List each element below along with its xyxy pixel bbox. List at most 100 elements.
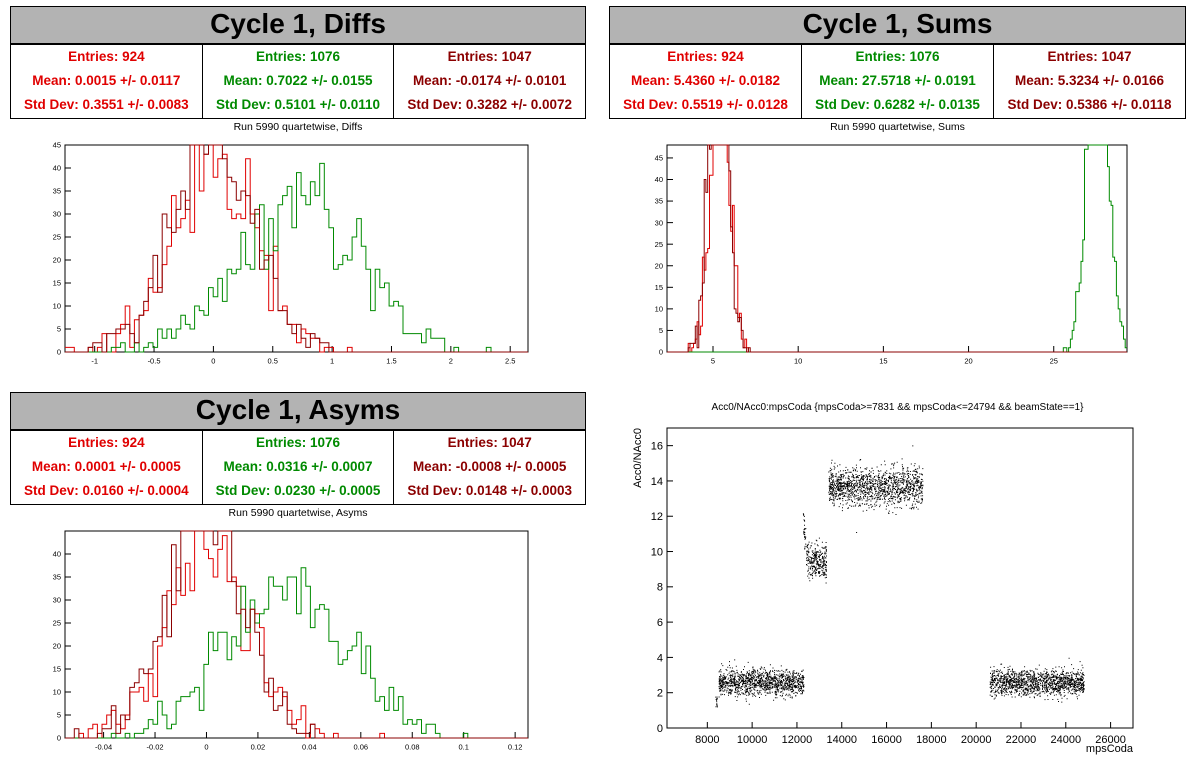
diffs-title: Cycle 1, Diffs bbox=[10, 6, 586, 44]
stat-mean: Mean: -0.0174 +/- 0.0101 bbox=[412, 73, 567, 88]
x-tick-label: 5 bbox=[711, 357, 715, 366]
stat-mean: Mean: 0.0015 +/- 0.0117 bbox=[32, 73, 181, 88]
y-tick-label: 40 bbox=[655, 175, 663, 184]
stat-entries: Entries: 924 bbox=[667, 49, 744, 64]
x-tick-label: -0.5 bbox=[148, 357, 161, 366]
stat-std: Std Dev: 0.5101 +/- 0.0110 bbox=[216, 97, 380, 112]
y-tick-label: 30 bbox=[655, 218, 663, 227]
histogram-series bbox=[667, 144, 1127, 353]
x-tick-label: 24000 bbox=[1050, 734, 1081, 746]
stat-std: Std Dev: 0.3551 +/- 0.0083 bbox=[23, 97, 189, 112]
x-tick-label: 0.04 bbox=[302, 743, 317, 752]
y-tick-label: 5 bbox=[659, 326, 663, 335]
y-tick-label: 10 bbox=[53, 302, 61, 311]
x-tick-label: 1.5 bbox=[386, 357, 396, 366]
stat-mean: Mean: 5.4360 +/- 0.0182 bbox=[631, 73, 780, 88]
y-tick-label: 20 bbox=[53, 256, 61, 265]
y-tick-label: 4 bbox=[657, 652, 663, 664]
scatter-points bbox=[715, 445, 1085, 708]
y-tick-label: 25 bbox=[53, 619, 61, 628]
y-tick-label: 30 bbox=[53, 210, 61, 219]
stat-entries: Entries: 1076 bbox=[255, 49, 341, 64]
x-tick-label: -1 bbox=[91, 357, 98, 366]
asyms-stats-darkred: Entries: 1047 Mean: -0.0008 +/- 0.0005 S… bbox=[393, 431, 585, 504]
stat-entries: Entries: 1047 bbox=[447, 435, 532, 450]
x-tick-label: 0.02 bbox=[251, 743, 266, 752]
y-tick-label: 45 bbox=[655, 154, 663, 163]
y-tick-label: 5 bbox=[57, 325, 61, 334]
scatter-title: Acc0/NAcc0:mpsCoda {mpsCoda>=7831 && mps… bbox=[711, 402, 1084, 413]
x-tick-label: 25 bbox=[1050, 357, 1058, 366]
stat-entries: Entries: 924 bbox=[68, 49, 145, 64]
asyms-stats-red: Entries: 924 Mean: 0.0001 +/- 0.0005 Std… bbox=[11, 431, 202, 504]
y-tick-label: 30 bbox=[53, 596, 61, 605]
asyms-subtitle: Run 5990 quartetwise, Asyms bbox=[228, 507, 368, 519]
x-tick-label: 0 bbox=[211, 357, 215, 366]
y-tick-label: 6 bbox=[657, 617, 663, 629]
stat-mean: Mean: 5.3234 +/- 0.0166 bbox=[1015, 73, 1164, 88]
y-tick-label: 40 bbox=[53, 164, 61, 173]
stat-mean: Mean: 27.5718 +/- 0.0191 bbox=[819, 73, 976, 88]
stat-mean: Mean: 0.0001 +/- 0.0005 bbox=[31, 459, 181, 474]
plot-frame bbox=[64, 144, 529, 353]
x-tick-label: 10000 bbox=[737, 734, 768, 746]
stat-std: Std Dev: 0.3282 +/- 0.0072 bbox=[407, 97, 573, 112]
x-tick-label: 0 bbox=[204, 743, 208, 752]
y-tick-label: 16 bbox=[651, 440, 663, 452]
stat-std: Std Dev: 0.0148 +/- 0.0003 bbox=[407, 483, 573, 498]
y-tick-label: 0 bbox=[57, 348, 61, 357]
stat-std: Std Dev: 0.0160 +/- 0.0004 bbox=[23, 483, 189, 498]
stat-std: Std Dev: 0.0230 +/- 0.0005 bbox=[215, 483, 381, 498]
x-tick-label: 10 bbox=[794, 357, 802, 366]
diffs-subtitle: Run 5990 quartetwise, Diffs bbox=[233, 121, 363, 133]
histogram-series bbox=[65, 162, 528, 353]
x-tick-label: 0.5 bbox=[268, 357, 278, 366]
histogram-series bbox=[65, 530, 528, 739]
diffs-stats-box: Entries: 924 Mean: 0.0015 +/- 0.0117 Std… bbox=[10, 44, 586, 119]
plot-frame bbox=[666, 144, 1128, 353]
y-tick-label: 12 bbox=[651, 511, 663, 523]
y-tick-label: 0 bbox=[657, 723, 663, 735]
asyms-stats-green: Entries: 1076 Mean: 0.0316 +/- 0.0007 St… bbox=[201, 431, 394, 504]
plot-frame bbox=[64, 530, 529, 739]
sums-stats-green: Entries: 1076 Mean: 27.5718 +/- 0.0191 S… bbox=[801, 45, 993, 118]
y-tick-label: 25 bbox=[53, 233, 61, 242]
y-tick-label: 0 bbox=[57, 734, 61, 743]
x-tick-label: -0.04 bbox=[95, 743, 112, 752]
y-tick-label: 45 bbox=[53, 141, 61, 150]
y-tick-label: 2 bbox=[657, 688, 663, 700]
stat-mean: Mean: 0.7022 +/- 0.0155 bbox=[223, 73, 373, 88]
y-tick-label: 10 bbox=[651, 546, 663, 558]
y-tick-label: 8 bbox=[657, 582, 663, 594]
x-tick-label: 20000 bbox=[961, 734, 992, 746]
y-tick-label: 5 bbox=[57, 711, 61, 720]
x-tick-label: 22000 bbox=[1006, 734, 1037, 746]
y-tick-label: 20 bbox=[655, 261, 663, 270]
x-tick-label: -0.02 bbox=[146, 743, 163, 752]
y-tick-label: 0 bbox=[659, 348, 663, 357]
y-tick-label: 10 bbox=[53, 688, 61, 697]
x-tick-label: 18000 bbox=[916, 734, 947, 746]
stat-std: Std Dev: 0.6282 +/- 0.0135 bbox=[815, 97, 980, 112]
y-axis-label: Acc0/NAcc0 bbox=[632, 428, 644, 488]
x-axis-label: mpsCoda bbox=[1086, 743, 1134, 755]
y-tick-label: 14 bbox=[651, 476, 663, 488]
x-tick-label: 12000 bbox=[782, 734, 813, 746]
asyms-stats-box: Entries: 924 Mean: 0.0001 +/- 0.0005 Std… bbox=[10, 430, 586, 505]
histogram-series bbox=[667, 144, 1127, 353]
sums-stats-box: Entries: 924 Mean: 5.4360 +/- 0.0182 Std… bbox=[609, 44, 1186, 119]
y-tick-label: 15 bbox=[655, 283, 663, 292]
x-tick-label: 8000 bbox=[695, 734, 719, 746]
y-tick-label: 35 bbox=[53, 187, 61, 196]
x-tick-label: 2.5 bbox=[505, 357, 515, 366]
histogram-series bbox=[65, 567, 528, 739]
sums-stats-darkred: Entries: 1047 Mean: 5.3234 +/- 0.0166 St… bbox=[993, 45, 1185, 118]
x-tick-label: 14000 bbox=[826, 734, 857, 746]
asyms-title: Cycle 1, Asyms bbox=[10, 392, 586, 430]
stat-entries: Entries: 1047 bbox=[1047, 49, 1132, 64]
diffs-stats-darkred: Entries: 1047 Mean: -0.0174 +/- 0.0101 S… bbox=[393, 45, 585, 118]
x-tick-label: 16000 bbox=[871, 734, 902, 746]
x-tick-label: 15 bbox=[879, 357, 887, 366]
y-tick-label: 40 bbox=[53, 550, 61, 559]
